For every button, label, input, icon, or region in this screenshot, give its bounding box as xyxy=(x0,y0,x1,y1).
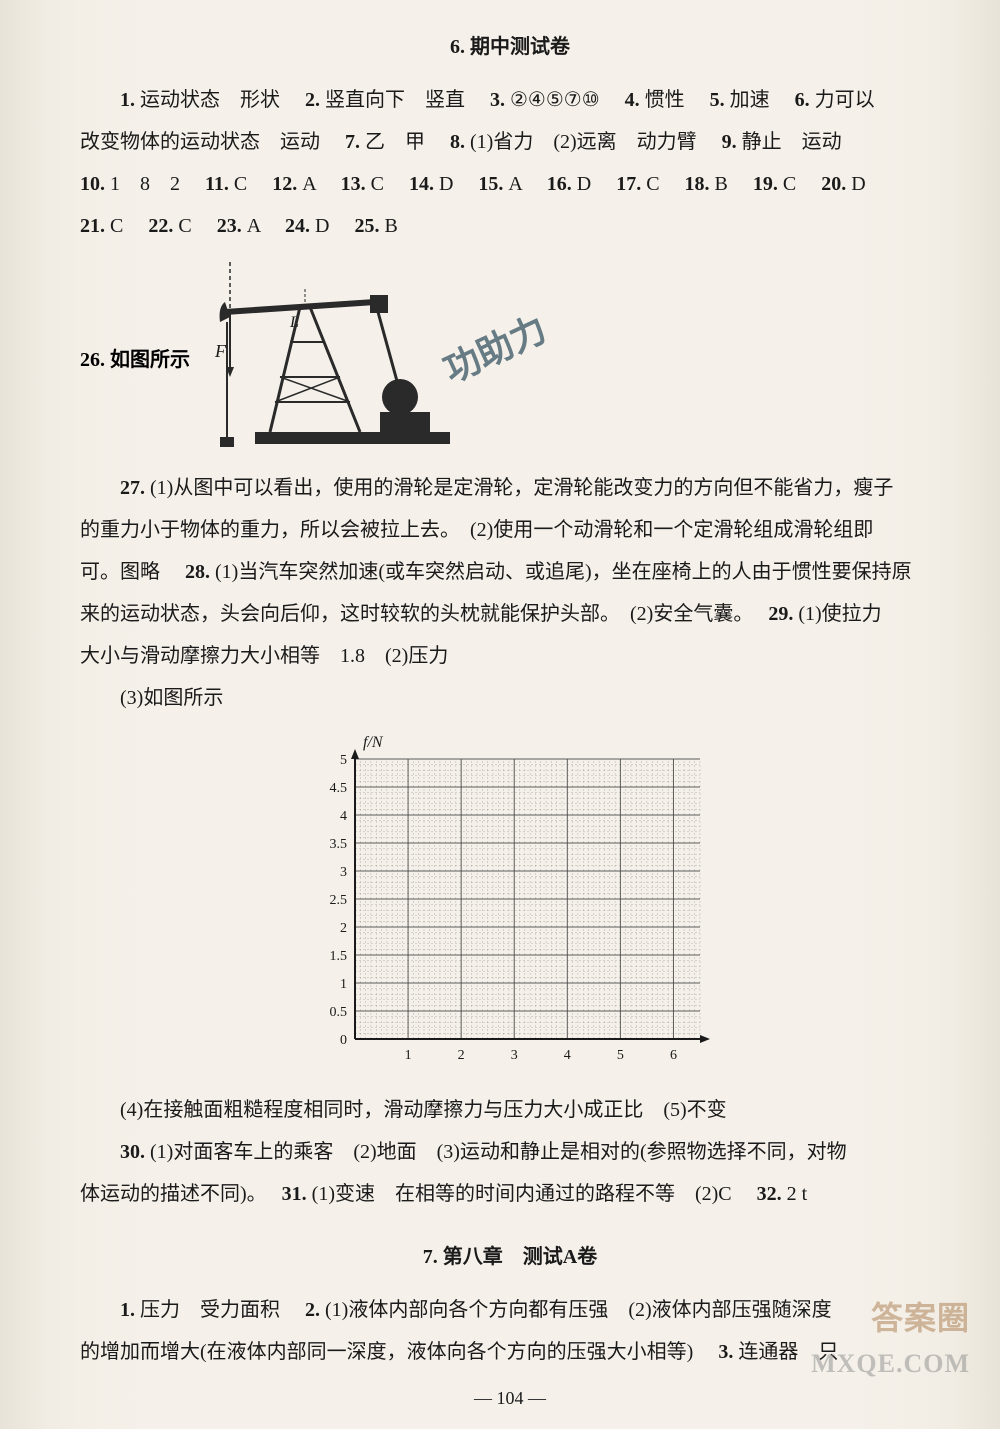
svg-text:2.5: 2.5 xyxy=(330,893,348,908)
svg-text:6: 6 xyxy=(670,1048,677,1063)
q28-q29-line: 来的运动状态，头会向后仰，这时较软的头枕就能保护头部。 (2)安全气囊。 29.… xyxy=(80,593,940,635)
svg-text:1: 1 xyxy=(340,977,347,992)
svg-text:5: 5 xyxy=(340,753,347,768)
svg-text:0.5: 0.5 xyxy=(330,1005,348,1020)
watermark-brand: 答案圈 xyxy=(871,1293,970,1339)
q29-line4: (4)在接触面粗糙程度相同时，滑动摩擦力与压力大小成正比 (5)不变 xyxy=(80,1089,940,1131)
svg-text:2: 2 xyxy=(458,1048,465,1063)
section6-title: 6. 期中测试卷 xyxy=(80,30,940,59)
svg-text:1.5: 1.5 xyxy=(330,949,348,964)
svg-text:3: 3 xyxy=(340,865,347,880)
document-page: 6. 期中测试卷 1. 运动状态 形状 2. 竖直向下 竖直 3. ②④⑤⑦⑩ … xyxy=(0,0,1000,1429)
svg-text:f/N: f/N xyxy=(363,734,384,751)
q29-line3: (3)如图所示 xyxy=(80,677,940,719)
answers-block-3: (4)在接触面粗糙程度相同时，滑动摩擦力与压力大小成正比 (5)不变 30. (… xyxy=(80,1089,940,1215)
svg-text:0: 0 xyxy=(340,1033,347,1048)
svg-text:4.5: 4.5 xyxy=(330,781,348,796)
q29-line2: 大小与滑动摩擦力大小相等 1.8 (2)压力 xyxy=(80,635,940,677)
answer-line-3: 10. 1 8 2 11. C 12. A 13. C 14. D 15. A … xyxy=(80,163,940,205)
answer-line-2: 改变物体的运动状态 运动 7. 乙 甲 8. (1)省力 (2)远离 动力臂 9… xyxy=(80,121,940,163)
s7-line1: 1. 压力 受力面积 2. (1)液体内部向各个方向都有压强 (2)液体内部压强… xyxy=(80,1289,940,1331)
q26-figure-row: 26. 如图所示 F L L xyxy=(80,257,940,457)
q26-label: 26. 如图所示 xyxy=(80,343,190,372)
answer-line-1: 1. 运动状态 形状 2. 竖直向下 竖直 3. ②④⑤⑦⑩ 4. 惯性 5. … xyxy=(80,79,940,121)
svg-text:3: 3 xyxy=(511,1048,518,1063)
svg-text:F: F xyxy=(214,341,227,361)
svg-text:4: 4 xyxy=(340,809,347,824)
friction-chart-container: 1 2 3 4 5 6 0 0.5 1 1.5 2 2.5 3 3.5 4 4.5 5 f/N xyxy=(80,734,940,1074)
svg-text:4: 4 xyxy=(564,1048,571,1063)
svg-text:5: 5 xyxy=(617,1048,624,1063)
q27-line2: 的重力小于物体的重力，所以会被拉上去。 (2)使用一个动滑轮和一个定滑轮组成滑轮… xyxy=(80,509,940,551)
pumpjack-diagram: F L L xyxy=(200,257,480,457)
answer-line-4: 21. C 22. C 23. A 24. D 25. B xyxy=(80,205,940,247)
page-number: — 104 — xyxy=(80,1388,940,1409)
q27-q28-line: 可。图略 28. (1)当汽车突然加速(或车突然启动、或追尾)，坐在座椅上的人由… xyxy=(80,551,940,593)
q27-line1: 27. (1)从图中可以看出，使用的滑轮是定滑轮，定滑轮能改变力的方向但不能省力… xyxy=(80,467,940,509)
svg-text:2: 2 xyxy=(340,921,347,936)
svg-text:1: 1 xyxy=(405,1048,412,1063)
answers-block-2: 27. (1)从图中可以看出，使用的滑轮是定滑轮，定滑轮能改变力的方向但不能省力… xyxy=(80,467,940,719)
answers-block-1: 1. 运动状态 形状 2. 竖直向下 竖直 3. ②④⑤⑦⑩ 4. 惯性 5. … xyxy=(80,79,940,247)
q30-line1: 30. (1)对面客车上的乘客 (2)地面 (3)运动和静止是相对的(参照物选择… xyxy=(80,1131,940,1173)
svg-text:3.5: 3.5 xyxy=(330,837,348,852)
section7-title: 7. 第八章 测试A卷 xyxy=(80,1240,940,1269)
friction-force-chart: 1 2 3 4 5 6 0 0.5 1 1.5 2 2.5 3 3.5 4 4.5 5 f/N xyxy=(300,734,720,1074)
q30-q31-q32-line: 体运动的描述不同)。 31. (1)变速 在相等的时间内通过的路程不等 (2)C… xyxy=(80,1173,940,1215)
watermark-url: MXQE.COM xyxy=(811,1349,970,1379)
